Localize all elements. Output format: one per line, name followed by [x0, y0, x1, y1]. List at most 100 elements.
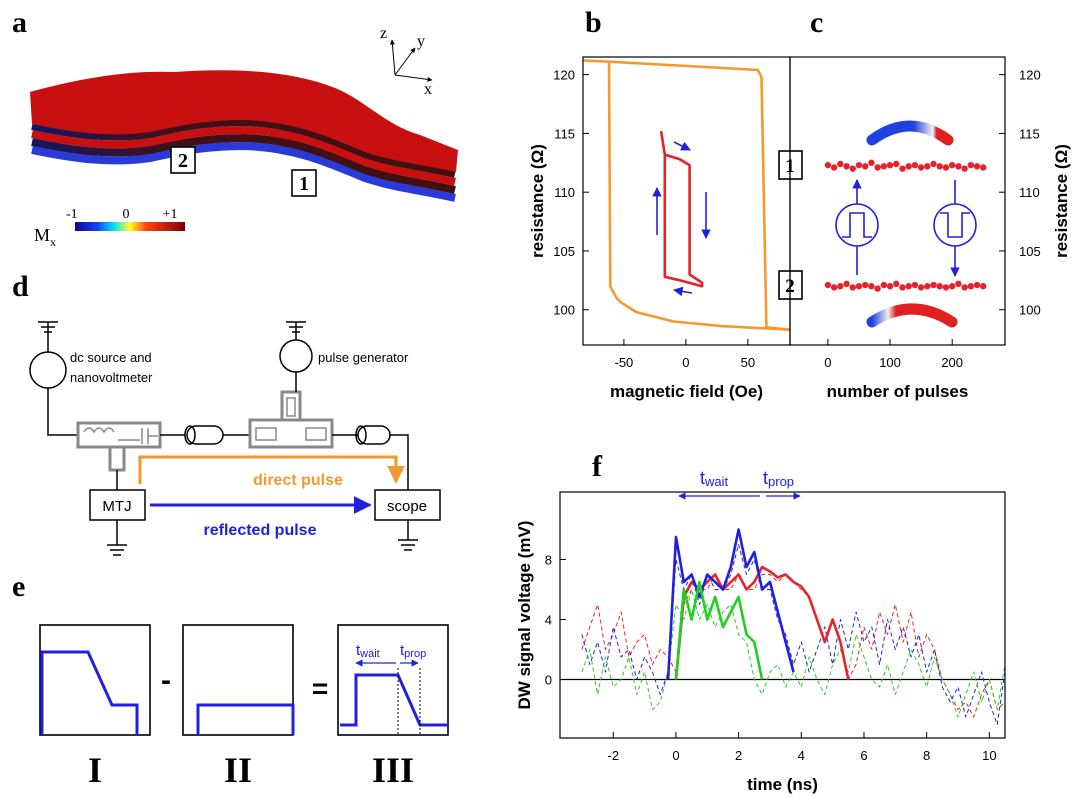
- x-tick-label: -2: [607, 748, 619, 763]
- y-axis-label: resistance (Ω): [528, 144, 547, 258]
- source-label: nanovoltmeter: [70, 370, 153, 385]
- point: [899, 284, 906, 291]
- point: [830, 164, 838, 171]
- panel-e: twait tprop - = I II III: [39, 624, 449, 790]
- y-tick-label: 115: [554, 126, 575, 141]
- plot-frame: [789, 56, 1006, 346]
- colorbar-label: Mx: [34, 225, 56, 249]
- chart: 0 100 200 100 105 110 115 120 number of pulses re…: [789, 56, 1071, 401]
- point: [930, 160, 937, 168]
- ground: [38, 321, 58, 352]
- panel-label: e: [12, 570, 25, 603]
- y-tick-label: 110: [1019, 185, 1040, 200]
- point: [917, 284, 925, 291]
- loop-arrow: [673, 286, 693, 297]
- plot-area: [560, 528, 1005, 725]
- wire-state-icon: [866, 120, 954, 146]
- scope-label: scope: [387, 498, 427, 515]
- plot-frame: [582, 56, 791, 346]
- x-axis-label: magnetic field (Oe): [610, 382, 763, 401]
- x-tick-label: 0: [824, 355, 831, 370]
- series-line: [581, 544, 1005, 725]
- operator: -: [161, 664, 171, 697]
- point: [855, 283, 863, 290]
- point: [967, 161, 975, 169]
- point: [955, 163, 962, 170]
- point: [868, 159, 875, 166]
- colorbar-tick: 0: [123, 207, 130, 222]
- point: [893, 280, 900, 288]
- annotation-sub: prop: [768, 474, 794, 489]
- x-tick-label: 8: [923, 748, 930, 763]
- power-tee-inner: [255, 397, 327, 441]
- y-tick-label: 115: [1019, 126, 1040, 141]
- colorbar-label-sub: x: [50, 235, 56, 249]
- point: [942, 164, 950, 171]
- chart: -2 0 2 4 6 8 10 0 4 8 time (ns) DW signal voltage (…: [515, 468, 1006, 794]
- x-tick-label: 50: [741, 355, 755, 370]
- x-tick-label: 2: [735, 748, 742, 763]
- point: [837, 160, 844, 168]
- pulse-shape: [842, 212, 872, 238]
- point: [936, 283, 943, 290]
- series-line: [581, 589, 1005, 718]
- t-sub: prop: [404, 648, 426, 660]
- point: [886, 161, 894, 169]
- point: [973, 281, 981, 289]
- pulse-trace: [196, 703, 295, 735]
- series-line: [666, 528, 795, 680]
- point: [924, 283, 931, 290]
- chart: -50 0 50 100 105 110 115 120 magnetic field (Oe)…: [528, 56, 791, 401]
- point: [905, 283, 912, 290]
- pulse-icon: [835, 203, 879, 247]
- point: [861, 281, 869, 289]
- colorbar-tick: +1: [163, 207, 178, 222]
- y-axis-label: resistance (Ω): [1052, 144, 1071, 258]
- coax: [186, 425, 224, 445]
- point: [849, 165, 856, 172]
- bias-tee-inner: [83, 427, 158, 444]
- y-tick-label: 100: [553, 303, 575, 318]
- power-tee-leg: [280, 390, 302, 422]
- point: [824, 281, 832, 289]
- point: [942, 284, 950, 291]
- x-tick-label: 200: [941, 355, 963, 370]
- pulse-label: III: [372, 750, 414, 790]
- pulse-box: [182, 624, 294, 736]
- y-tick-label: 105: [1019, 244, 1041, 259]
- annotation-sub: wait: [704, 474, 729, 489]
- point: [843, 163, 850, 170]
- t-sub: wait: [359, 648, 380, 660]
- y-tick-label: 110: [554, 185, 575, 200]
- x-tick-label: 0: [672, 748, 679, 763]
- point: [843, 280, 850, 288]
- plot-frame: [559, 491, 1006, 739]
- x-tick-label: 100: [879, 355, 901, 370]
- t-wait-label: twait: [356, 642, 380, 660]
- annotation: twait: [700, 468, 729, 489]
- point: [948, 283, 956, 290]
- direct-pulse-arrow: [138, 455, 405, 484]
- point: [955, 280, 962, 288]
- wire-layer: [31, 125, 456, 186]
- ground: [398, 520, 418, 551]
- plot-area: [583, 59, 790, 331]
- colorbar-tick: -1: [66, 207, 78, 222]
- source-symbol: [29, 351, 67, 389]
- point: [911, 161, 919, 169]
- point: [868, 283, 875, 290]
- axis-arrow: [394, 47, 416, 76]
- panel-labels: a b c d e f: [12, 6, 823, 603]
- point: [824, 161, 832, 169]
- colorbar: [75, 222, 185, 231]
- x-tick-label: 6: [860, 748, 867, 763]
- wire-layer: [31, 133, 456, 194]
- t-main: t: [400, 642, 405, 659]
- state-label: 1: [299, 173, 309, 195]
- coax-end: [184, 425, 196, 445]
- wire-top: [30, 70, 458, 172]
- t-main: t: [356, 642, 361, 659]
- wire-state-icon: [866, 303, 958, 328]
- guide-line: [397, 668, 421, 735]
- pulse-box: [39, 624, 151, 736]
